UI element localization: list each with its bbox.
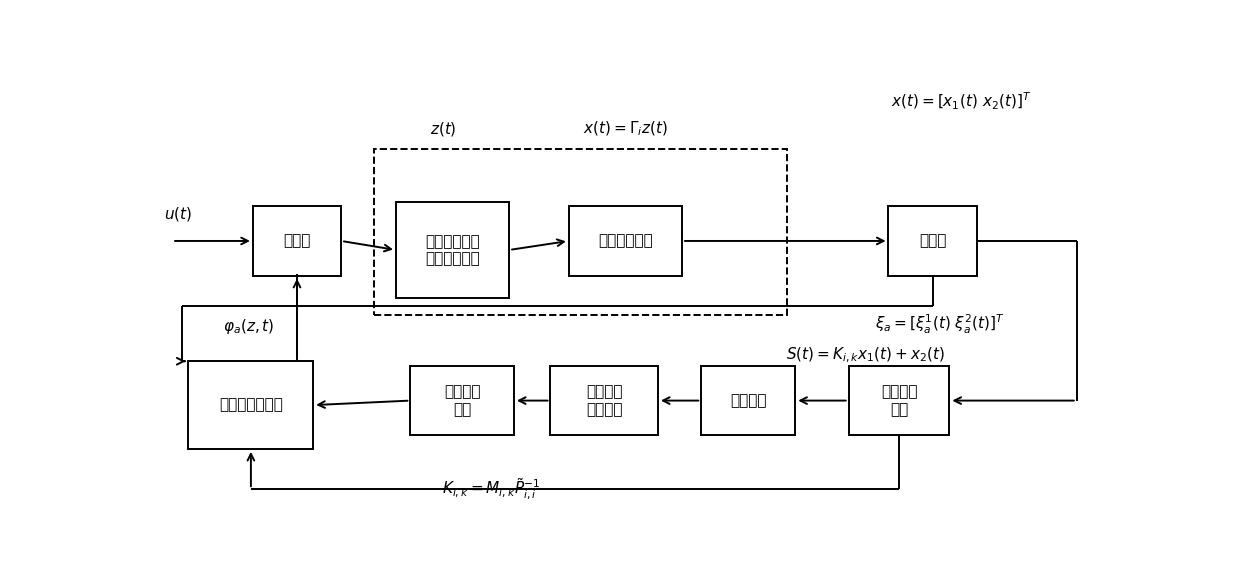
- Text: $x(t)=\Gamma_iz(t)$: $x(t)=\Gamma_iz(t)$: [584, 119, 668, 138]
- Text: 执行器: 执行器: [284, 234, 311, 248]
- Text: 系统降节处理: 系统降节处理: [598, 234, 653, 248]
- Text: 传感器: 传感器: [919, 234, 947, 248]
- Text: $S(t)=K_{i,k}x_1(t)+x_2(t)$: $S(t)=K_{i,k}x_1(t)+x_2(t)$: [786, 346, 945, 365]
- Bar: [550, 366, 658, 436]
- Bar: [396, 201, 509, 298]
- Text: $u(t)$: $u(t)$: [164, 205, 192, 223]
- Bar: [253, 206, 341, 276]
- Bar: [374, 149, 787, 315]
- Text: $\varphi_a(z,t)$: $\varphi_a(z,t)$: [223, 317, 275, 336]
- Text: 滑模控制器设计: 滑模控制器设计: [219, 398, 282, 412]
- Bar: [849, 366, 949, 436]
- Text: 滑模动态
稳定分析: 滑模动态 稳定分析: [586, 384, 622, 417]
- Text: $\xi_a=[\xi_a^1(t)\ \xi_a^2(t)]^T$: $\xi_a=[\xi_a^1(t)\ \xi_a^2(t)]^T$: [875, 312, 1005, 336]
- Bar: [888, 206, 976, 276]
- Bar: [410, 366, 514, 436]
- Bar: [569, 206, 681, 276]
- Text: 滑模参数
求解: 滑模参数 求解: [444, 384, 481, 417]
- Bar: [188, 361, 313, 449]
- Bar: [701, 366, 795, 436]
- Text: $x(t)=[x_1(t)\ x_2(t)]^T$: $x(t)=[x_1(t)\ x_2(t)]^T$: [891, 91, 1032, 112]
- Text: 非线性切换网
络化控制系统: 非线性切换网 络化控制系统: [425, 234, 479, 266]
- Text: 滑模函数
设计: 滑模函数 设计: [881, 384, 917, 417]
- Text: $z(t)$: $z(t)$: [430, 120, 456, 138]
- Text: 滑模动态: 滑模动态: [730, 393, 767, 408]
- Text: $K_{i,k}=M_{i,k}\tilde{P}_{i,i}^{-1}$: $K_{i,k}=M_{i,k}\tilde{P}_{i,i}^{-1}$: [442, 477, 540, 502]
